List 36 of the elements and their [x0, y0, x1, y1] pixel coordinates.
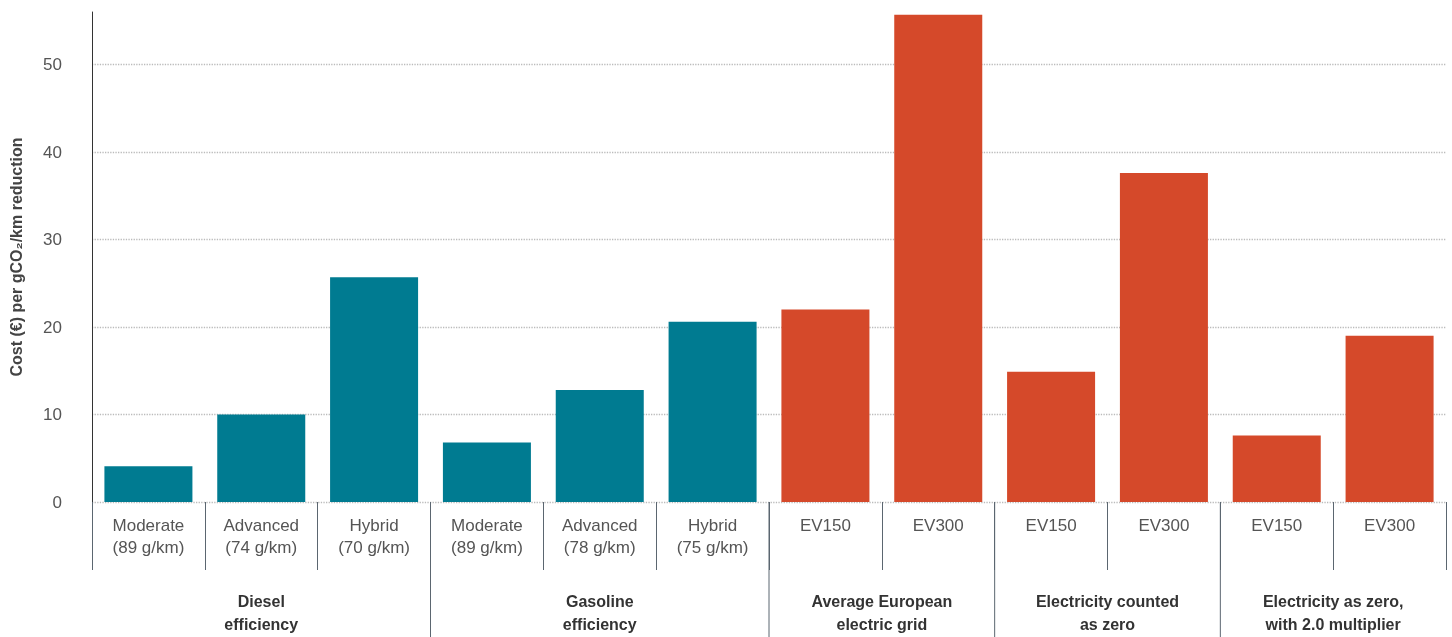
bar — [217, 414, 306, 502]
bar — [104, 466, 193, 502]
x-tick-label: EV150 — [799, 515, 851, 535]
bar — [442, 442, 531, 502]
bar — [330, 277, 419, 502]
text: Electricity counted as zero — [1035, 593, 1180, 633]
x-tick-label: Hybrid (75 g/km) — [676, 515, 749, 557]
y-tick-label: 40 — [43, 142, 62, 162]
text: Diesel efficiency — [224, 593, 299, 633]
bar — [1232, 435, 1321, 502]
x-tick-label: Moderate (89 g/km) — [451, 515, 523, 557]
y-axis-title: Cost (€) per gCO₂/km reduction — [7, 137, 25, 377]
x-tick-label: Advanced (78 g/km) — [561, 515, 638, 557]
x-tick-label: Advanced (74 g/km) — [223, 515, 300, 557]
x-tick-label: EV150 — [1025, 515, 1077, 535]
bar — [781, 309, 870, 502]
bar — [668, 321, 757, 502]
x-tick-label: Hybrid (70 g/km) — [338, 515, 410, 557]
x-tick-label: EV300 — [912, 515, 964, 535]
x-tick-label: Moderate (89 g/km) — [112, 515, 185, 557]
text: Electricity as zero, with 2.0 multiplier — [1262, 593, 1404, 633]
y-tick-label: 10 — [43, 405, 62, 424]
text: Average European electric grid — [811, 593, 953, 633]
x-tick-label: EV300 — [1364, 515, 1416, 535]
y-tick-label: 50 — [43, 55, 62, 74]
bar — [555, 390, 644, 502]
y-tick-label: 30 — [43, 230, 62, 249]
x-tick-label: EV150 — [1251, 515, 1303, 535]
text: Gasoline efficiency — [562, 593, 637, 633]
bar — [894, 14, 983, 502]
bar — [1345, 335, 1434, 502]
bar — [1007, 371, 1096, 502]
x-tick-label: EV300 — [1138, 515, 1190, 535]
y-tick-label: 20 — [43, 317, 62, 337]
y-tick-label: 0 — [52, 492, 62, 512]
bar — [1119, 173, 1208, 502]
